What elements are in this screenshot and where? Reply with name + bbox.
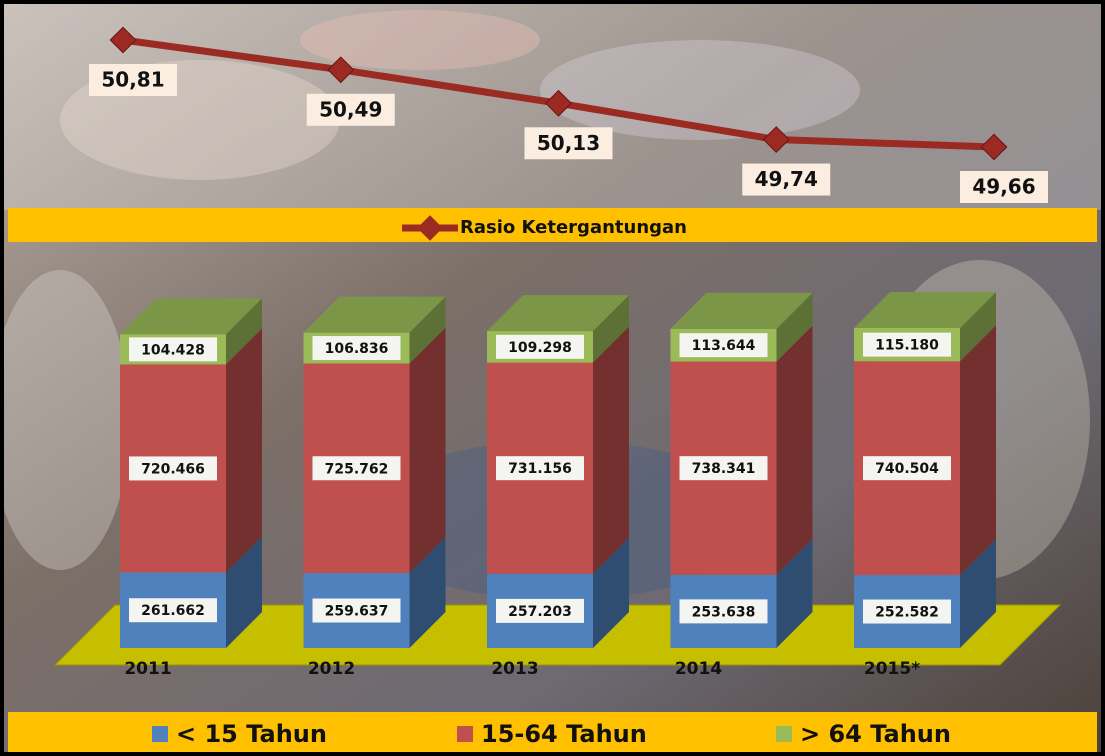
data-label: 104.428 [141, 342, 205, 358]
data-label: 731.156 [508, 461, 572, 477]
data-label: 738.341 [692, 461, 756, 477]
data-label: 257.203 [508, 604, 572, 620]
chart: 50,81 50,49 50,13 49,74 49,66 Rasio Ketergant… [0, 0, 1105, 756]
legend-label: 15-64 Tahun [481, 720, 647, 748]
data-label: 50,81 [101, 68, 164, 92]
bar-side [777, 326, 813, 575]
x-tick-label: 2014 [675, 659, 722, 679]
data-label: 113.644 [692, 338, 756, 354]
x-tick-label: 2011 [124, 659, 171, 679]
data-label: 259.637 [325, 604, 389, 620]
bar-side [226, 328, 262, 572]
data-label: 115.180 [875, 338, 939, 354]
data-label: 49,66 [972, 175, 1035, 199]
x-tick-label: 2015* [864, 659, 920, 679]
data-label: 50,13 [537, 131, 600, 155]
data-label: 725.762 [325, 461, 389, 477]
data-label: 252.582 [875, 605, 939, 621]
bar-side [410, 327, 446, 573]
legend-label: Rasio Ketergantungan [460, 217, 687, 238]
legend-swatch [457, 726, 473, 742]
bar-side [960, 325, 996, 575]
data-label: 720.466 [141, 461, 205, 477]
data-label: 109.298 [508, 340, 572, 356]
data-label: 106.836 [325, 341, 389, 357]
data-label: 740.504 [875, 461, 939, 477]
legend-label: > 64 Tahun [800, 720, 951, 748]
legend-swatch [152, 726, 168, 742]
data-label: 49,74 [755, 167, 818, 191]
legend-swatch [776, 726, 792, 742]
data-label: 253.638 [692, 604, 756, 620]
data-label: 50,49 [319, 97, 382, 121]
x-tick-label: 2013 [491, 659, 538, 679]
data-label: 261.662 [141, 603, 205, 619]
legend-label: < 15 Tahun [176, 720, 327, 748]
bar-side [593, 327, 629, 574]
x-tick-label: 2012 [308, 659, 355, 679]
